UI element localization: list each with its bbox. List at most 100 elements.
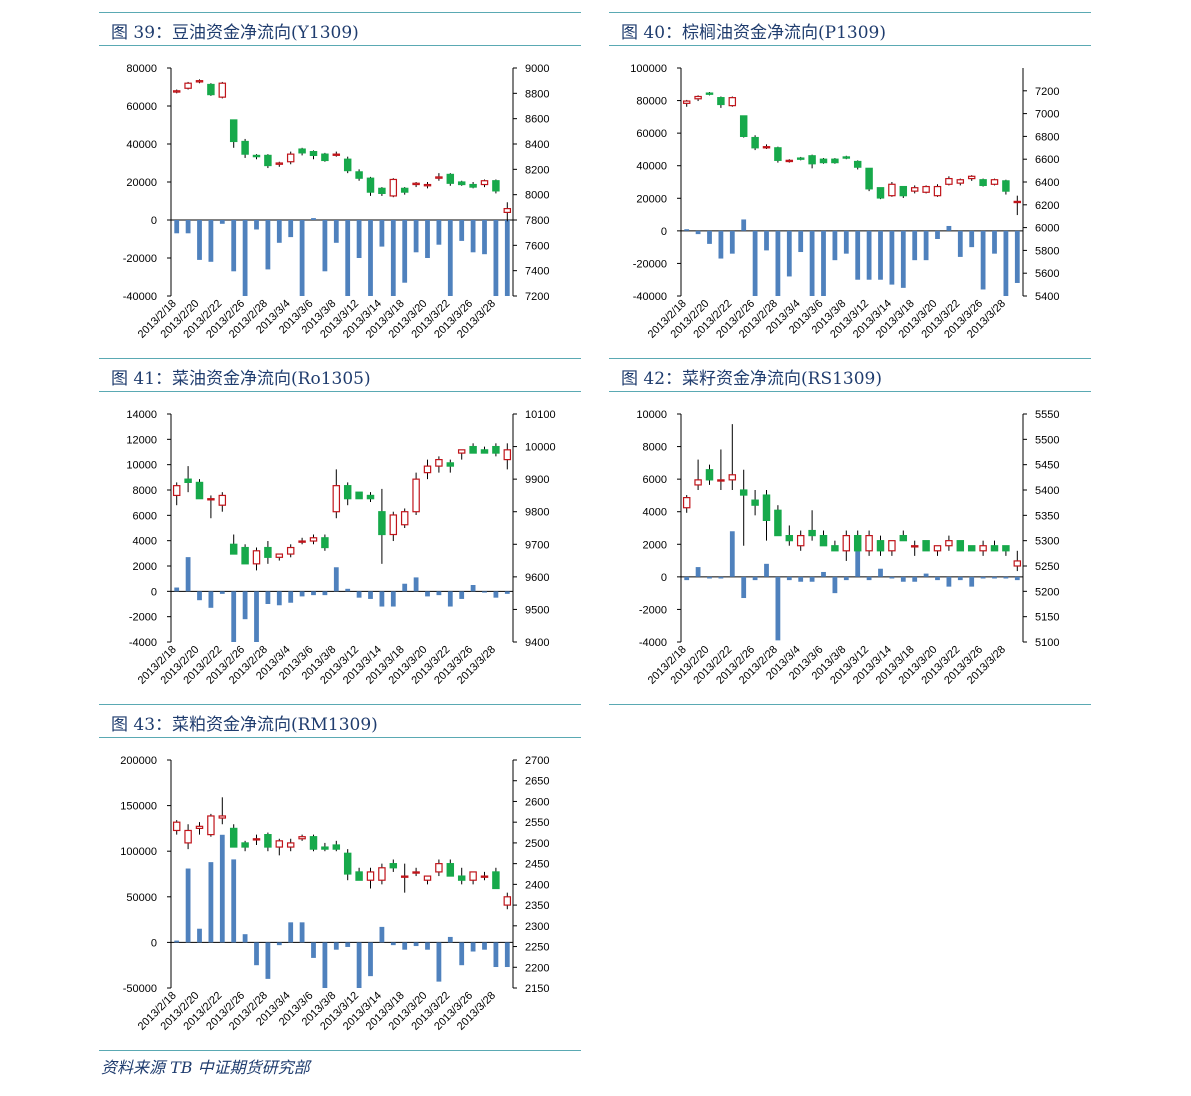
- candle-body: [184, 82, 192, 89]
- right-tick-label: 6600: [1035, 154, 1059, 166]
- flow-bar: [821, 230, 826, 296]
- candle-down: [229, 824, 238, 848]
- flow-bar: [288, 220, 294, 238]
- chart-title: 图 41：菜油资金净流向(Ro1305): [111, 369, 371, 389]
- flow-bar: [265, 220, 271, 270]
- candle-body: [389, 178, 398, 197]
- candle-body: [922, 185, 930, 193]
- flow-bar: [878, 568, 883, 577]
- candle-body: [241, 842, 249, 848]
- candle-down: [774, 505, 782, 537]
- right-tick-label: 6000: [1035, 223, 1059, 235]
- candle-body: [480, 180, 489, 186]
- left-tick-label: 20000: [126, 177, 157, 189]
- candle-body: [480, 449, 489, 454]
- candle-body: [853, 160, 862, 168]
- candle-down: [979, 178, 987, 187]
- candle-up: [865, 530, 873, 556]
- flow-bar: [969, 230, 975, 248]
- candle-body: [865, 535, 873, 552]
- flow-bar: [969, 576, 975, 587]
- candle-body: [286, 546, 295, 555]
- right-tick-label: 6800: [1035, 131, 1059, 143]
- candle-down: [264, 832, 272, 852]
- candle-down: [853, 530, 862, 552]
- flow-bar: [311, 591, 316, 596]
- left-tick-label: 0: [151, 937, 157, 949]
- candle-body: [751, 136, 759, 149]
- candle-down: [343, 849, 352, 881]
- candle-body: [492, 871, 500, 890]
- candle-body: [457, 449, 466, 454]
- candle-up: [945, 535, 953, 551]
- candle-up: [286, 151, 295, 165]
- candle-body: [492, 180, 500, 192]
- candle-down: [705, 91, 714, 96]
- right-tick-label: 2650: [525, 776, 549, 788]
- left-tick-label: 4000: [133, 536, 157, 548]
- flow-bar: [413, 220, 419, 253]
- flow-bar: [219, 591, 225, 594]
- flow-bar: [402, 942, 408, 950]
- flow-bar: [980, 230, 986, 290]
- candle-down: [956, 540, 965, 552]
- flow-bar: [447, 220, 453, 296]
- candle-up: [967, 175, 976, 181]
- candle-body: [446, 462, 455, 467]
- left-tick-label: 2000: [133, 561, 157, 573]
- candle-body: [298, 836, 306, 840]
- flow-bar: [1014, 230, 1020, 283]
- flow-bar: [254, 220, 259, 230]
- candle-body: [865, 167, 873, 190]
- flow-bar: [185, 868, 191, 943]
- flow-bar: [413, 942, 419, 947]
- flow-bar: [684, 229, 690, 231]
- flow-bar: [436, 220, 442, 245]
- right-tick-label: 2600: [525, 796, 549, 808]
- candle-body: [241, 546, 249, 565]
- candle-body: [332, 844, 341, 850]
- panel-top-rule: [609, 358, 1091, 359]
- candle-down: [967, 545, 976, 552]
- flow-bar: [333, 220, 339, 243]
- left-tick-label: 20000: [636, 193, 667, 205]
- flow-bar: [1014, 576, 1020, 581]
- candle-down: [876, 187, 885, 200]
- candle-down: [241, 840, 249, 852]
- left-tick-label: -2000: [129, 612, 157, 624]
- left-tick-label: 8000: [643, 442, 667, 454]
- source-note: 资料来源 TB 中证期货研究部: [101, 1058, 310, 1077]
- flow-bar: [265, 591, 271, 604]
- flow-bar: [729, 531, 735, 577]
- candle-down: [899, 530, 908, 542]
- flow-bar: [197, 928, 202, 943]
- flow-bar: [504, 942, 510, 968]
- flow-bar: [219, 220, 225, 224]
- left-tick-label: 6000: [133, 510, 157, 522]
- flow-bar: [707, 230, 712, 244]
- chart-svg: -50000 0 50000 100000 150000 200000 2150 2200 22…: [120, 755, 549, 1033]
- left-tick-label: 10000: [126, 460, 157, 472]
- left-tick-label: 10000: [636, 409, 667, 421]
- candle-down: [355, 169, 363, 181]
- flow-bar: [368, 942, 373, 977]
- candle-up: [309, 534, 318, 545]
- candle-up: [423, 459, 432, 480]
- flow-bar: [482, 591, 487, 593]
- candle-up: [184, 824, 192, 850]
- panel-title-rule: [99, 45, 581, 46]
- candle-up: [945, 176, 953, 186]
- candle-down: [808, 154, 816, 169]
- flow-bar: [197, 220, 202, 260]
- candle-body: [366, 177, 375, 193]
- candle-body: [876, 540, 885, 552]
- flow-bar: [798, 230, 804, 253]
- candle-body: [423, 465, 432, 474]
- candle-body: [332, 485, 341, 513]
- candle-up: [910, 540, 919, 556]
- flow-bar: [390, 220, 396, 296]
- candle-body: [207, 498, 215, 501]
- candle-body: [910, 187, 919, 192]
- flow-bar: [368, 591, 373, 599]
- candle-body: [728, 97, 737, 107]
